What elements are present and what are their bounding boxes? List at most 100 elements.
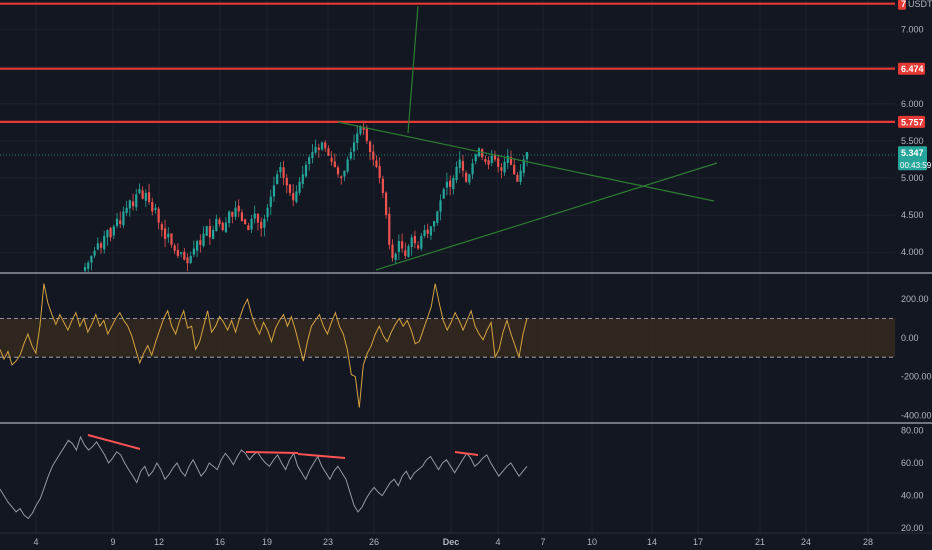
- candle-body: [455, 166, 458, 180]
- last-price-tag-bg: [898, 146, 927, 171]
- candle-body: [119, 220, 122, 225]
- trendline-lower[interactable]: [375, 162, 718, 271]
- candle-body: [400, 241, 404, 249]
- time-tick-label: 14: [647, 537, 657, 547]
- candle-body: [503, 161, 506, 173]
- candle-body: [327, 148, 330, 156]
- candle-body: [372, 151, 375, 160]
- candle-body: [410, 237, 413, 247]
- candle-body: [295, 191, 298, 202]
- candle-body: [196, 241, 199, 251]
- time-tick-label: 19: [262, 537, 272, 547]
- candle-body: [388, 213, 391, 245]
- candle-body: [426, 229, 429, 234]
- time-tick-label: 4: [495, 537, 500, 547]
- candle-body: [272, 185, 276, 197]
- time-axis[interactable]: 4 9 12 16 19 23 26 Dec 4 7 10 14 17 21 24 28: [33, 537, 873, 547]
- trendline-upper[interactable]: [337, 121, 715, 202]
- candle-body: [221, 222, 224, 230]
- candle-body: [170, 233, 173, 245]
- candle-body: [420, 235, 423, 249]
- divergence-line[interactable]: [245, 451, 299, 454]
- oscillator-pane[interactable]: 200.00 0.00 -200.00 -400.00: [0, 283, 932, 421]
- candle-body: [212, 229, 215, 239]
- candle-body: [128, 200, 131, 209]
- candle-body: [375, 160, 378, 167]
- candle-body: [173, 245, 176, 251]
- price-level-tag: 5.757: [898, 115, 925, 128]
- candle-body: [218, 219, 221, 225]
- candle-body: [263, 218, 266, 228]
- price-tick-label: 4.000: [901, 247, 924, 257]
- divergence-line[interactable]: [297, 453, 346, 459]
- oscillator-tick-label: -200.00: [901, 372, 932, 382]
- candle-body: [183, 251, 186, 260]
- candle-body: [228, 211, 231, 223]
- candle-body: [96, 243, 99, 250]
- candle-body: [465, 172, 468, 182]
- candle-body: [468, 174, 471, 183]
- price-axis[interactable]: 4.000 4.500 5.000 5.500 6.000 7.000: [901, 25, 924, 258]
- candle-body: [324, 142, 327, 149]
- candle-body: [413, 235, 416, 244]
- candle-body: [378, 165, 381, 179]
- candle-body: [192, 248, 195, 255]
- candle-body: [202, 233, 205, 247]
- divergence-line[interactable]: [87, 434, 141, 450]
- candle-body: [458, 159, 461, 168]
- candle-body: [260, 221, 263, 229]
- candle-body: [115, 218, 119, 227]
- time-tick-label: 28: [863, 537, 873, 547]
- oscillator-lines: [0, 283, 895, 408]
- candle-body: [397, 241, 400, 252]
- candle-body: [356, 133, 359, 143]
- price-level-tag: 7: [898, 0, 906, 10]
- candle-body: [125, 207, 128, 213]
- candle-body: [205, 226, 208, 236]
- candle-countdown: 00:43:59: [900, 161, 932, 170]
- candle-body: [106, 229, 109, 238]
- time-tick-label: 26: [369, 537, 379, 547]
- candle-body: [141, 190, 144, 199]
- candle-body: [304, 164, 308, 177]
- price-pane[interactable]: 4.000 4.500 5.000 5.500 6.000 7.000 7 6.474 5.7…: [0, 0, 932, 272]
- oscillator-tick-label: -400.00: [901, 410, 932, 420]
- candle-body: [282, 167, 285, 179]
- candle-body: [234, 207, 237, 217]
- candle-body: [343, 170, 346, 177]
- trendline-vertical-ray[interactable]: [407, 5, 419, 134]
- price-level-tag-label: 5.757: [901, 117, 924, 127]
- candle-body: [490, 155, 493, 163]
- candle-body: [362, 127, 365, 130]
- price-tick-label: 5.000: [901, 173, 924, 183]
- candle-body: [513, 164, 516, 175]
- candle-body: [215, 218, 218, 231]
- rsi-tick-label: 60.00: [901, 458, 924, 468]
- rsi-pane[interactable]: 80.00 60.00 40.00 20.00: [0, 426, 924, 534]
- time-tick-label: 24: [801, 537, 811, 547]
- candle-body: [484, 159, 487, 162]
- candle-body: [208, 226, 212, 238]
- oscillator-tick-label: 200.00: [901, 294, 929, 304]
- divergence-lines[interactable]: [87, 434, 479, 459]
- candle-body: [404, 250, 407, 256]
- time-tick-label: 23: [323, 537, 333, 547]
- last-price-label: 5.347: [901, 148, 924, 158]
- candle-body: [487, 160, 490, 165]
- trendlines[interactable]: [337, 5, 718, 271]
- candle-body: [516, 174, 519, 182]
- divergence-line[interactable]: [454, 451, 479, 456]
- candle-body: [138, 189, 141, 194]
- horizontal-levels[interactable]: [0, 2, 895, 123]
- candle-body: [365, 127, 368, 141]
- candle-body: [359, 126, 362, 134]
- candle-body: [266, 207, 269, 218]
- candle-body: [349, 152, 352, 159]
- rsi-lines: [0, 435, 528, 520]
- time-tick-label: 7: [540, 537, 545, 547]
- time-tick-label: 4: [33, 537, 38, 547]
- candle-body: [394, 253, 397, 261]
- candle-body: [237, 205, 240, 212]
- candle-body: [314, 146, 317, 153]
